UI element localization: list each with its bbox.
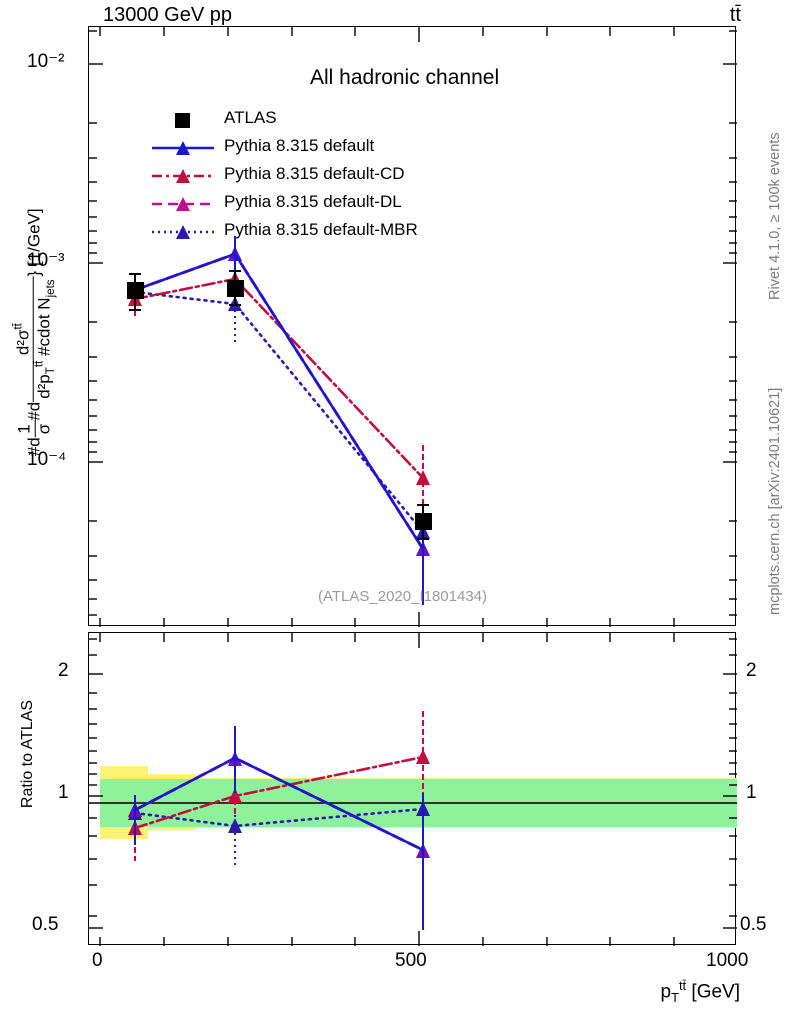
ratio-plot-panel — [88, 632, 737, 946]
analysis-watermark: (ATLAS_2020_I1801434) — [318, 588, 488, 605]
ratio-ytick-0.5-right: 0.5 — [740, 914, 767, 935]
main-ytick-1e-3: 10⁻³ — [27, 250, 65, 271]
xtick-500: 500 — [395, 950, 427, 971]
ratio-ytick-1-left: 1 — [58, 782, 69, 803]
legend-label-default-mbr: Pythia 8.315 default-MBR — [224, 220, 418, 239]
xlabel-sub: T — [671, 990, 679, 1006]
line-triangle-marker-icon — [150, 190, 216, 218]
line-triangle-marker-icon — [150, 218, 216, 246]
xtick-1000: 1000 — [706, 950, 749, 971]
ratio-right-ticks — [723, 638, 737, 929]
legend-label-default: Pythia 8.315 default — [224, 136, 375, 155]
ratio-ytick-1-right: 1 — [746, 782, 757, 803]
rivet-version-note: Rivet 4.1.0, ≥ 100k events — [767, 132, 783, 300]
main-plot-graphics — [89, 27, 737, 627]
line-triangle-marker-icon — [150, 134, 216, 162]
line-triangle-marker-icon — [150, 162, 216, 190]
legend-label-default-dl: Pythia 8.315 default-DL — [224, 192, 402, 211]
legend-label-default-cd: Pythia 8.315 default-CD — [224, 164, 405, 183]
main-plot-panel — [88, 26, 737, 627]
series-atlas-main — [127, 270, 432, 540]
legend-label-atlas: ATLAS — [224, 108, 277, 127]
x-axis-title: pTtt̄ [GeV] — [661, 978, 741, 1005]
main-ytick-1e-4: 10⁻⁴ — [27, 449, 67, 470]
main-y-axis-title: #d 1 σ #d d²σtt̄ d²pTtt̄ #cdot Njets} [1/GeV] — [0, 0, 58, 620]
ratio-plot-graphics — [89, 633, 737, 946]
ratio-y-axis-title: Ratio to ATLAS — [19, 699, 36, 809]
main-left-ticks — [89, 30, 103, 616]
square-marker-icon — [150, 106, 216, 134]
xlabel-unit: [GeV] — [686, 981, 740, 1003]
ylabel-main-fraction: d²σtt̄ d²pTtt̄ #cdot Njets — [13, 276, 58, 402]
ratio-x-ticks — [99, 633, 675, 946]
main-ytick-1e-2: 10⁻² — [27, 51, 65, 72]
process-label: tt̄ — [729, 4, 741, 26]
xlabel-p: p — [660, 981, 672, 1003]
beam-energy-label: 13000 GeV pp — [103, 4, 232, 26]
series-default-ratio — [128, 726, 430, 930]
main-right-ticks — [723, 30, 737, 616]
series-cd-main — [128, 263, 430, 513]
ratio-ytick-2-left: 2 — [58, 660, 69, 681]
xlabel-sup: tt̄ — [678, 978, 687, 993]
main-x-ticks — [99, 27, 675, 627]
ratio-ytick-2-right: 2 — [746, 660, 757, 681]
mcplots-source-note: mcplots.cern.ch [arXiv:2401.10621] — [767, 387, 783, 615]
ratio-left-ticks — [89, 638, 103, 929]
xtick-0: 0 — [92, 950, 103, 971]
ratio-ytick-0.5-left: 0.5 — [32, 914, 59, 935]
plot-title: All hadronic channel — [310, 66, 500, 89]
ylabel-mid: #d — [24, 401, 44, 421]
